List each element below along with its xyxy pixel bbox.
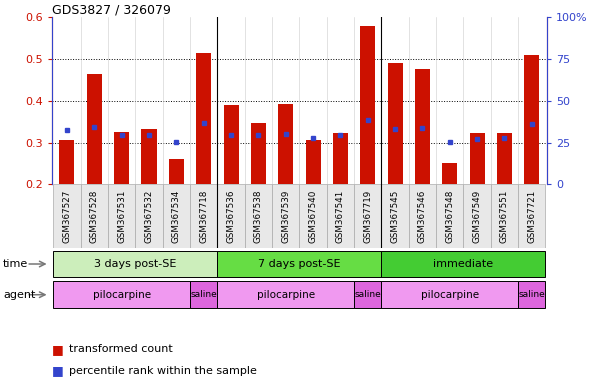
Bar: [387, 63, 403, 184]
Bar: [169, 159, 184, 184]
Text: GSM367721: GSM367721: [527, 189, 536, 243]
Bar: [251, 122, 266, 184]
Text: percentile rank within the sample: percentile rank within the sample: [69, 366, 257, 376]
Text: GSM367540: GSM367540: [309, 189, 318, 243]
Text: ■: ■: [52, 343, 68, 356]
Bar: [59, 141, 75, 184]
Bar: [196, 53, 211, 184]
Text: GSM367719: GSM367719: [364, 189, 372, 243]
FancyBboxPatch shape: [53, 251, 218, 277]
Text: transformed count: transformed count: [69, 344, 173, 354]
Bar: [306, 141, 321, 184]
FancyBboxPatch shape: [244, 184, 272, 248]
FancyBboxPatch shape: [491, 184, 518, 248]
Bar: [142, 129, 156, 184]
FancyBboxPatch shape: [53, 184, 81, 248]
Text: GSM367531: GSM367531: [117, 189, 126, 243]
Text: 3 days post-SE: 3 days post-SE: [94, 259, 177, 269]
FancyBboxPatch shape: [518, 281, 546, 308]
Text: GSM367541: GSM367541: [336, 189, 345, 243]
Text: GDS3827 / 326079: GDS3827 / 326079: [52, 3, 171, 16]
FancyBboxPatch shape: [381, 251, 546, 277]
Bar: [360, 26, 375, 184]
Text: GSM367551: GSM367551: [500, 189, 509, 243]
FancyBboxPatch shape: [327, 184, 354, 248]
Text: GSM367545: GSM367545: [390, 189, 400, 243]
Bar: [442, 162, 457, 184]
Text: GSM367549: GSM367549: [473, 189, 481, 243]
Text: 7 days post-SE: 7 days post-SE: [258, 259, 341, 269]
FancyBboxPatch shape: [218, 251, 381, 277]
Text: GSM367539: GSM367539: [281, 189, 290, 243]
FancyBboxPatch shape: [135, 184, 163, 248]
FancyBboxPatch shape: [354, 281, 381, 308]
FancyBboxPatch shape: [354, 184, 381, 248]
Bar: [278, 104, 293, 184]
FancyBboxPatch shape: [218, 184, 244, 248]
FancyBboxPatch shape: [381, 281, 518, 308]
FancyBboxPatch shape: [108, 184, 135, 248]
Text: time: time: [3, 259, 28, 269]
Text: pilocarpine: pilocarpine: [257, 290, 315, 300]
Text: immediate: immediate: [433, 259, 494, 269]
Bar: [497, 133, 512, 184]
FancyBboxPatch shape: [190, 184, 218, 248]
FancyBboxPatch shape: [53, 281, 190, 308]
Bar: [114, 132, 129, 184]
Text: saline: saline: [190, 290, 217, 299]
Bar: [524, 55, 540, 184]
Bar: [333, 133, 348, 184]
Text: GSM367527: GSM367527: [62, 189, 71, 243]
FancyBboxPatch shape: [218, 281, 354, 308]
Bar: [415, 69, 430, 184]
Text: saline: saline: [518, 290, 545, 299]
Bar: [87, 74, 102, 184]
FancyBboxPatch shape: [464, 184, 491, 248]
Text: ■: ■: [52, 364, 68, 377]
Bar: [470, 133, 485, 184]
Text: pilocarpine: pilocarpine: [421, 290, 479, 300]
Text: saline: saline: [354, 290, 381, 299]
FancyBboxPatch shape: [436, 184, 464, 248]
FancyBboxPatch shape: [518, 184, 546, 248]
FancyBboxPatch shape: [409, 184, 436, 248]
Text: GSM367546: GSM367546: [418, 189, 427, 243]
Text: GSM367536: GSM367536: [227, 189, 235, 243]
Text: GSM367538: GSM367538: [254, 189, 263, 243]
Text: pilocarpine: pilocarpine: [93, 290, 151, 300]
FancyBboxPatch shape: [381, 184, 409, 248]
Text: GSM367548: GSM367548: [445, 189, 454, 243]
Text: agent: agent: [3, 290, 35, 300]
FancyBboxPatch shape: [299, 184, 327, 248]
Text: GSM367528: GSM367528: [90, 189, 99, 243]
FancyBboxPatch shape: [190, 281, 218, 308]
Text: GSM367532: GSM367532: [145, 189, 153, 243]
FancyBboxPatch shape: [272, 184, 299, 248]
FancyBboxPatch shape: [163, 184, 190, 248]
Text: GSM367718: GSM367718: [199, 189, 208, 243]
Text: GSM367534: GSM367534: [172, 189, 181, 243]
Bar: [224, 105, 238, 184]
FancyBboxPatch shape: [81, 184, 108, 248]
